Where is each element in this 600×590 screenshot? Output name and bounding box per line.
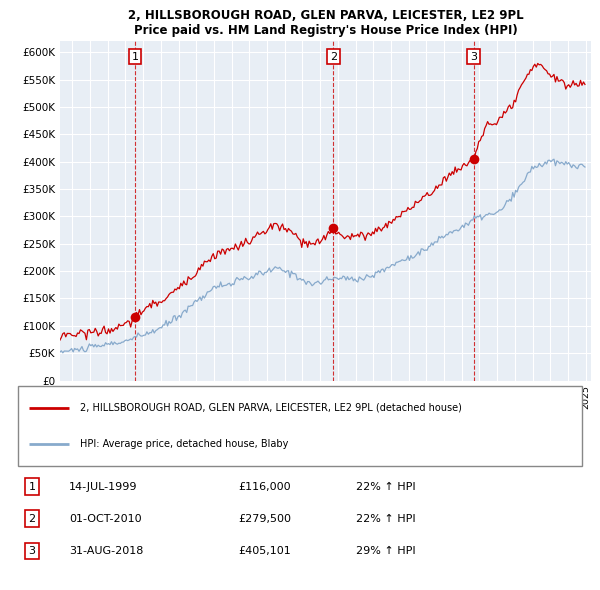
Text: 29% ↑ HPI: 29% ↑ HPI	[356, 546, 416, 556]
Text: £279,500: £279,500	[238, 514, 291, 523]
Text: 2: 2	[29, 514, 35, 523]
Text: 3: 3	[29, 546, 35, 556]
Text: 22% ↑ HPI: 22% ↑ HPI	[356, 481, 416, 491]
Text: 14-JUL-1999: 14-JUL-1999	[69, 481, 137, 491]
Text: 31-AUG-2018: 31-AUG-2018	[69, 546, 143, 556]
Text: 1: 1	[29, 481, 35, 491]
Text: 1: 1	[131, 51, 139, 61]
Text: 3: 3	[470, 51, 477, 61]
Text: HPI: Average price, detached house, Blaby: HPI: Average price, detached house, Blab…	[80, 439, 289, 449]
Text: 2: 2	[330, 51, 337, 61]
FancyBboxPatch shape	[18, 386, 582, 466]
Text: 2, HILLSBOROUGH ROAD, GLEN PARVA, LEICESTER, LE2 9PL (detached house): 2, HILLSBOROUGH ROAD, GLEN PARVA, LEICES…	[80, 403, 462, 413]
Text: £116,000: £116,000	[238, 481, 290, 491]
Text: 01-OCT-2010: 01-OCT-2010	[69, 514, 142, 523]
Text: £405,101: £405,101	[238, 546, 291, 556]
Title: 2, HILLSBOROUGH ROAD, GLEN PARVA, LEICESTER, LE2 9PL
Price paid vs. HM Land Regi: 2, HILLSBOROUGH ROAD, GLEN PARVA, LEICES…	[128, 9, 523, 37]
Text: 22% ↑ HPI: 22% ↑ HPI	[356, 514, 416, 523]
